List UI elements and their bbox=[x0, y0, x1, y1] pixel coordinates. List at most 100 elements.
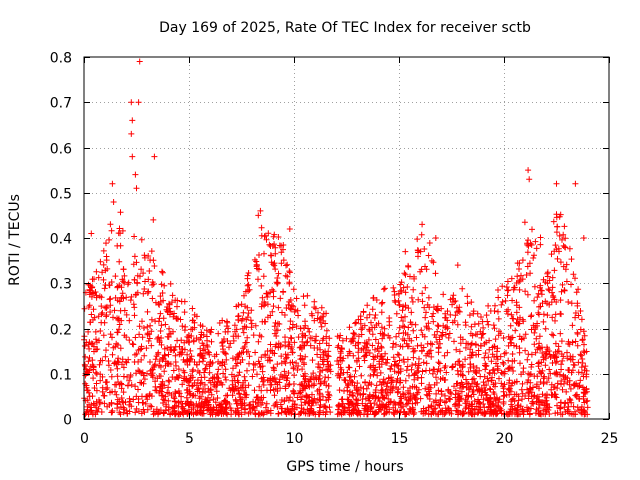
data-point bbox=[561, 223, 568, 230]
data-point bbox=[285, 370, 292, 376]
data-point bbox=[394, 389, 401, 396]
data-point bbox=[399, 307, 406, 314]
data-point bbox=[363, 349, 369, 356]
data-point bbox=[190, 366, 197, 373]
data-point bbox=[264, 294, 271, 300]
data-point bbox=[563, 278, 570, 285]
data-point bbox=[258, 224, 265, 231]
data-point bbox=[455, 390, 462, 397]
data-point bbox=[90, 363, 97, 370]
data-point bbox=[103, 305, 110, 312]
data-point bbox=[197, 334, 204, 341]
data-point bbox=[492, 336, 499, 343]
data-point bbox=[326, 392, 333, 399]
data-point bbox=[415, 296, 422, 303]
data-point bbox=[278, 405, 285, 412]
data-point bbox=[567, 385, 574, 392]
data-point bbox=[365, 406, 372, 413]
data-point bbox=[170, 313, 177, 320]
data-point bbox=[291, 308, 298, 315]
data-point bbox=[166, 300, 172, 307]
data-point bbox=[371, 366, 377, 373]
data-point bbox=[297, 381, 303, 388]
data-point bbox=[141, 252, 148, 259]
data-point bbox=[158, 322, 165, 329]
data-point bbox=[511, 379, 518, 386]
data-point bbox=[463, 392, 470, 399]
data-point bbox=[494, 353, 500, 360]
data-point bbox=[372, 394, 379, 401]
y-tick-label: 0.5 bbox=[50, 187, 72, 203]
data-point bbox=[221, 336, 227, 342]
data-point bbox=[537, 411, 544, 418]
data-point bbox=[548, 299, 555, 306]
data-point bbox=[265, 377, 272, 384]
data-point bbox=[583, 385, 590, 392]
data-point bbox=[557, 404, 564, 411]
data-point bbox=[489, 374, 495, 381]
data-point bbox=[277, 295, 284, 302]
data-point bbox=[369, 331, 376, 338]
data-point bbox=[441, 364, 448, 371]
data-point bbox=[96, 399, 103, 406]
data-point bbox=[462, 356, 469, 363]
data-point bbox=[457, 334, 464, 341]
data-point bbox=[241, 409, 248, 416]
data-point bbox=[282, 342, 289, 349]
data-point bbox=[281, 368, 288, 375]
data-point bbox=[117, 242, 124, 249]
data-point bbox=[550, 218, 557, 225]
data-point bbox=[189, 392, 196, 399]
data-point bbox=[181, 346, 188, 353]
data-point bbox=[506, 385, 513, 392]
data-point bbox=[112, 273, 119, 280]
data-point bbox=[370, 295, 377, 302]
data-point bbox=[564, 406, 571, 413]
data-point bbox=[107, 302, 114, 309]
data-point bbox=[351, 406, 358, 413]
data-point bbox=[138, 379, 145, 386]
data-point bbox=[244, 367, 250, 374]
data-point bbox=[573, 289, 580, 296]
data-point bbox=[117, 411, 124, 418]
data-point bbox=[387, 399, 393, 406]
data-point bbox=[141, 409, 148, 416]
data-point bbox=[278, 397, 285, 403]
data-point bbox=[491, 325, 498, 332]
data-point bbox=[555, 348, 562, 355]
data-point bbox=[507, 406, 514, 413]
data-point bbox=[473, 364, 480, 371]
data-point bbox=[162, 321, 169, 328]
data-point bbox=[486, 346, 493, 353]
data-point bbox=[134, 280, 141, 287]
data-point bbox=[355, 316, 362, 323]
data-point bbox=[547, 354, 554, 361]
data-point bbox=[482, 360, 489, 367]
data-point bbox=[419, 298, 426, 305]
data-point bbox=[452, 312, 459, 319]
data-point bbox=[402, 289, 409, 296]
data-point bbox=[502, 297, 509, 304]
data-point bbox=[492, 302, 498, 309]
data-point bbox=[103, 313, 110, 320]
data-point bbox=[93, 336, 99, 343]
y-tick-labels: 0 0.1 0.2 0.3 0.4 0.5 0.6 0.7 0.8 bbox=[50, 51, 72, 429]
data-point bbox=[116, 258, 123, 265]
data-point bbox=[223, 392, 229, 399]
data-point bbox=[577, 377, 584, 384]
data-point bbox=[185, 378, 192, 385]
data-point bbox=[125, 356, 132, 363]
data-point bbox=[468, 411, 475, 418]
data-point bbox=[164, 345, 171, 351]
data-point bbox=[262, 351, 269, 358]
data-point bbox=[220, 399, 227, 405]
data-point bbox=[256, 360, 263, 367]
data-point bbox=[572, 392, 579, 399]
y-tick-label: 0.8 bbox=[50, 51, 72, 67]
data-point bbox=[390, 340, 397, 347]
data-point bbox=[215, 375, 222, 382]
data-point bbox=[488, 358, 495, 365]
data-point bbox=[131, 253, 138, 260]
data-point bbox=[322, 374, 329, 381]
data-point bbox=[481, 411, 488, 418]
